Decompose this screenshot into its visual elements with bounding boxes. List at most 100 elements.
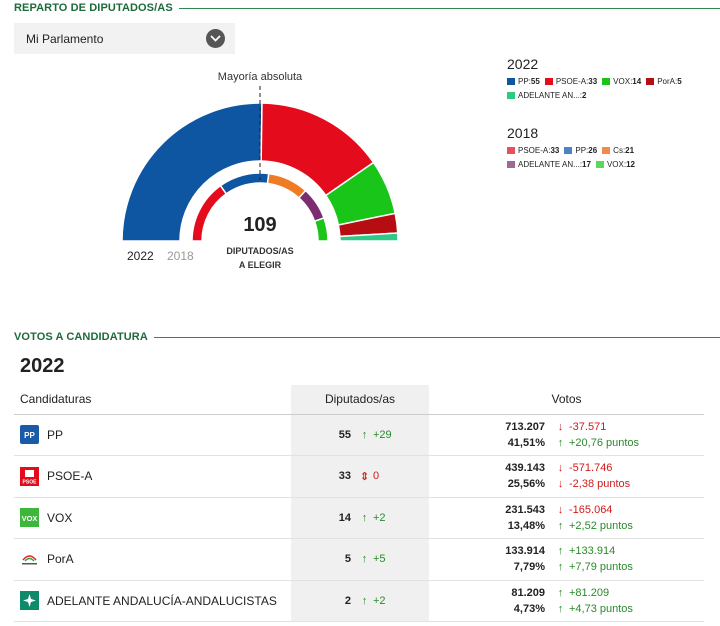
total-seats-caption-line1: DIPUTADOS/AS	[226, 246, 294, 256]
seats-cell: 5 ↑ +5	[291, 538, 429, 581]
legend-item: ADELANTE AN...: 2	[507, 91, 586, 100]
seats-delta: ↑ +29	[359, 429, 392, 441]
legend-item: VOX: 14	[602, 77, 641, 86]
votes-delta: ↑ +81.209	[555, 585, 609, 601]
seats-delta-wrap: ↑ +2	[359, 512, 399, 524]
svg-text:PP: PP	[24, 431, 35, 440]
svg-text:PSOE: PSOE	[23, 479, 38, 485]
votes-count-row: 81.209 ↑ +81.209	[429, 585, 704, 601]
legend-label: PSOE-A:	[518, 146, 551, 155]
seats-wrap: 55 ↑ +29	[291, 429, 429, 441]
party-name: PP	[47, 427, 64, 442]
legend-item: PSOE-A: 33	[507, 146, 559, 155]
svg-text:VOX: VOX	[22, 514, 38, 523]
total-seats: 109	[243, 214, 277, 236]
votes-cell: 133.914 ↑ +133.914 7,79% ↑ +7,79 puntos	[429, 538, 704, 581]
pct-delta: ↑ +2,52 puntos	[555, 518, 633, 534]
arrow-up-icon: ↑	[557, 545, 564, 558]
parliament-select[interactable]: Mi Parlamento	[14, 23, 235, 54]
pct-delta-value: +2,52 puntos	[569, 519, 633, 532]
chevron-down-icon[interactable]	[206, 29, 225, 48]
votes-pct: 13,48%	[507, 519, 545, 532]
legend-label: PP:	[518, 77, 531, 86]
pct-delta-value: -2,38 puntos	[569, 478, 631, 491]
legend-items: PSOE-A: 33 PP: 26 Cs: 21 ADELANTE AN...: 17 VOX:…	[507, 146, 717, 174]
seats-delta-wrap: ⇕ 0	[359, 470, 399, 483]
legend-label: Cs:	[613, 146, 626, 155]
votes-delta: ↓ -165.064	[555, 502, 613, 518]
legend-seats: 14	[632, 77, 642, 86]
votes-pct: 25,56%	[507, 478, 545, 491]
seats-value: 14	[338, 511, 351, 524]
adelante-logo-icon	[20, 591, 39, 611]
legend-items: PP: 55 PSOE-A: 33 VOX: 14 PorA: 5 ADELANTE AN...…	[507, 77, 717, 105]
party-name: VOX	[47, 510, 73, 525]
legend-seats: 5	[677, 77, 682, 86]
seats-delta-value: 0	[373, 470, 380, 483]
pct-delta-value: +20,76 puntos	[569, 436, 640, 449]
legend-seats: 26	[588, 146, 598, 155]
legend-label: ADELANTE AN...:	[518, 160, 583, 169]
votes-delta-value: -571.746	[569, 462, 613, 475]
legend-swatch	[564, 147, 573, 154]
votes-count: 713.207	[505, 420, 545, 433]
votes-delta: ↑ +133.914	[555, 543, 615, 559]
votes-pct-row: 25,56% ↓ -2,38 puntos	[429, 476, 704, 492]
legend-2018: 2018 PSOE-A: 33 PP: 26 Cs: 21 ADELANTE AN...: 1…	[507, 125, 717, 174]
section-divider	[153, 336, 720, 338]
legend-seats: 21	[625, 146, 635, 155]
legend-item: PSOE-A: 33	[544, 77, 598, 86]
party-name: ADELANTE ANDALUCÍA-ANDALUCISTAS	[47, 593, 277, 608]
table-row: VOX VOX 14 ↑ +2 231.543 ↓ -165.064 13,48% ↑ +2,52 …	[14, 497, 704, 539]
votes-pct-row: 7,79% ↑ +7,79 puntos	[429, 559, 704, 575]
hemicycle-segment-2018-4[interactable]	[313, 216, 329, 242]
party-name-wrap: PP PP	[14, 425, 291, 445]
seats-cell: 14 ↑ +2	[291, 497, 429, 539]
seats-delta-value: +5	[373, 553, 386, 566]
votes-delta-value: +81.209	[569, 586, 610, 599]
pct-delta-value: +7,79 puntos	[569, 561, 633, 574]
legend-seats: 33	[588, 77, 598, 86]
votes-pct: 4,73%	[513, 602, 545, 615]
votes-column-header: Votos	[429, 385, 704, 415]
pct-delta: ↑ +20,76 puntos	[555, 435, 639, 451]
legend-swatch	[544, 78, 553, 85]
votes-pct-row: 13,48% ↑ +2,52 puntos	[429, 518, 704, 534]
party-cell: ADELANTE ANDALUCÍA-ANDALUCISTAS	[14, 580, 291, 622]
votes-cell: 231.543 ↓ -165.064 13,48% ↑ +2,52 puntos	[429, 497, 704, 539]
party-name: PSOE-A	[47, 469, 93, 484]
party-name-wrap: ADELANTE ANDALUCÍA-ANDALUCISTAS	[14, 591, 291, 611]
arrow-down-icon: ↓	[557, 462, 564, 475]
seats-delta: ↑ +2	[359, 512, 386, 524]
legend-seats: 17	[582, 160, 591, 169]
pct-delta: ↓ -2,38 puntos	[555, 476, 630, 492]
table-row: PorA 5 ↑ +5 133.914 ↑ +133.914 7,79% ↑ +7,79 punt…	[14, 538, 704, 581]
pct-delta-value: +4,73 puntos	[569, 602, 633, 615]
votes-delta-value: -37.571	[569, 420, 607, 433]
total-seats-caption: DIPUTADOS/AS A ELEGIR	[210, 244, 310, 272]
votes-pct: 7,79%	[513, 561, 545, 574]
votes-count-row: 133.914 ↑ +133.914	[429, 543, 704, 559]
seats-delta-wrap: ↑ +2	[359, 595, 399, 607]
seats-delta-wrap: ↑ +29	[359, 429, 399, 441]
arrow-down-icon: ↓	[557, 503, 564, 516]
legend-label: PSOE-A:	[555, 77, 589, 86]
hemicycle-segment-2018-2[interactable]	[266, 172, 307, 200]
party-name-wrap: VOX VOX	[14, 508, 291, 528]
legend-2022: 2022 PP: 55 PSOE-A: 33 VOX: 14 PorA: 5 ADELANTE …	[507, 56, 717, 105]
legend-swatch	[507, 161, 515, 168]
legend-swatch	[602, 78, 611, 85]
hemicycle-segment-2022-4[interactable]	[339, 232, 399, 242]
party-name-wrap: PorA	[14, 550, 291, 569]
votes-delta: ↓ -571.746	[555, 460, 613, 476]
votes-count-row: 713.207 ↓ -37.571	[429, 419, 704, 435]
legend-item: VOX: 12	[595, 160, 635, 169]
votes-delta-value: -165.064	[569, 503, 613, 516]
votes-delta-value: +133.914	[569, 545, 616, 558]
legend-item: PorA: 5	[646, 77, 682, 86]
parliament-select-label: Mi Parlamento	[26, 31, 104, 46]
hemicycle-segment-2018-1[interactable]	[219, 172, 270, 195]
arrow-up-icon: ↑	[361, 594, 368, 607]
hemicycle-segment-2022-0[interactable]	[121, 102, 263, 242]
party-column-header: Candidaturas	[14, 385, 291, 415]
